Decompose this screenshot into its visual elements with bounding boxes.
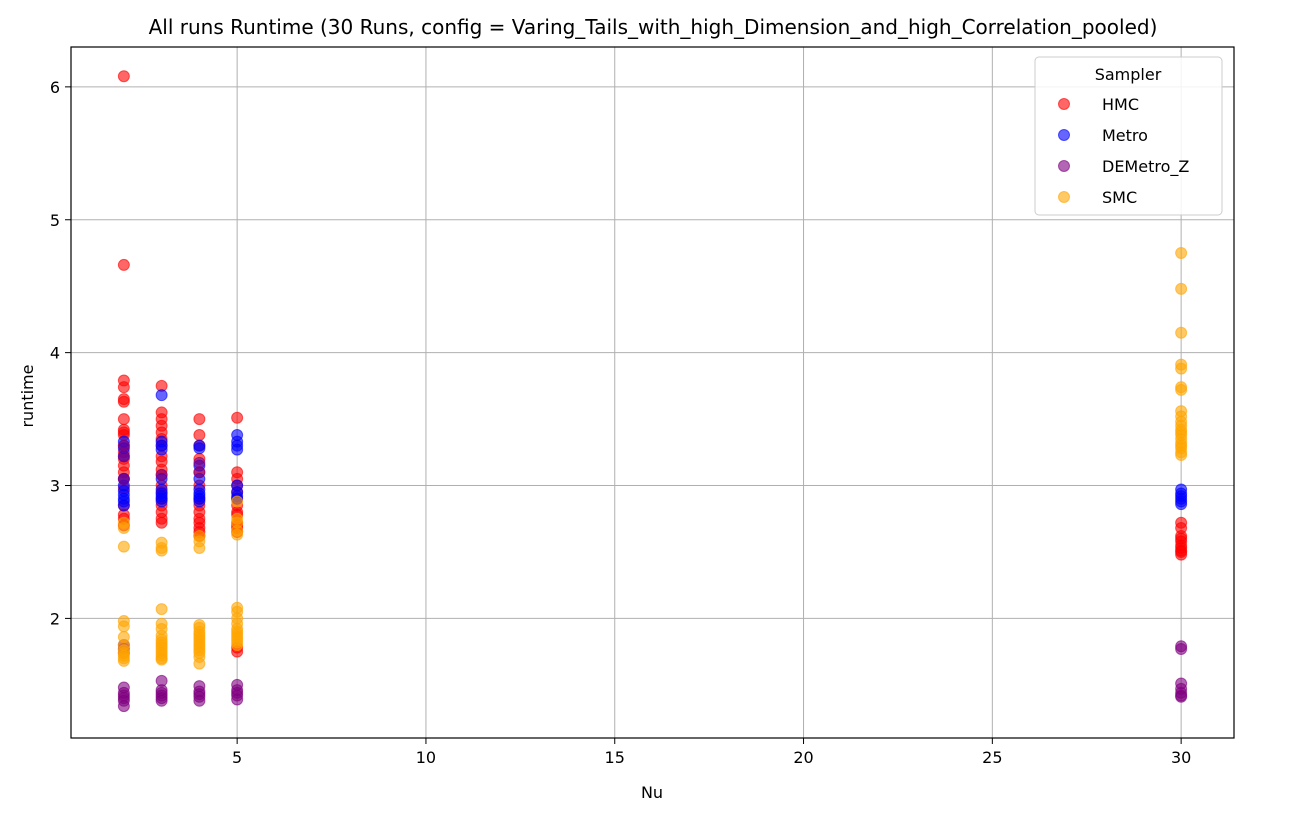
y-tick-label: 4 (50, 344, 60, 363)
x-tick-label: 15 (605, 748, 625, 767)
x-tick-label: 5 (232, 748, 242, 767)
data-point-hmc (117, 70, 130, 83)
data-point-demetro-z (1175, 690, 1188, 703)
data-point-smc (117, 654, 130, 667)
data-point-metro (193, 495, 206, 508)
legend-marker-metro (1058, 129, 1070, 141)
data-point-metro (193, 442, 206, 455)
data-points (117, 70, 1188, 713)
legend-label-demetro-z: DEMetro_Z (1102, 157, 1189, 177)
data-point-demetro-z (117, 700, 130, 713)
data-point-metro (155, 389, 168, 402)
data-point-smc (193, 541, 206, 554)
data-point-smc (1175, 326, 1188, 339)
data-point-demetro-z (1175, 642, 1188, 655)
data-point-hmc (117, 413, 130, 426)
data-point-demetro-z (193, 466, 206, 479)
legend-title: Sampler (1095, 65, 1162, 84)
legend-marker-smc (1058, 191, 1070, 203)
data-point-hmc (155, 516, 168, 529)
data-point-metro (117, 499, 130, 512)
y-tick-label: 6 (50, 78, 60, 97)
data-point-hmc (231, 411, 244, 424)
data-point-smc (117, 522, 130, 535)
y-axis-label: runtime (18, 364, 37, 427)
data-point-metro (231, 443, 244, 456)
data-point-smc (231, 638, 244, 651)
data-point-smc (1175, 246, 1188, 259)
y-axis-ticks: 2 3 4 5 6 (50, 78, 71, 628)
data-point-metro (155, 495, 168, 508)
data-point-hmc (1175, 548, 1188, 561)
data-point-smc (1175, 448, 1188, 461)
data-point-smc (193, 657, 206, 670)
legend-label-metro: Metro (1102, 126, 1148, 145)
data-point-demetro-z (117, 472, 130, 485)
x-tick-label: 20 (793, 748, 813, 767)
data-point-hmc (193, 429, 206, 442)
data-point-hmc (117, 381, 130, 394)
legend-label-hmc: HMC (1102, 95, 1139, 114)
x-tick-label: 25 (982, 748, 1002, 767)
y-tick-label: 2 (50, 609, 60, 628)
legend: Sampler HMC Metro DEMetro_Z SMC (1034, 56, 1223, 216)
data-point-demetro-z (117, 450, 130, 463)
legend-marker-demetro-z (1058, 160, 1070, 172)
data-point-hmc (117, 258, 130, 271)
data-point-smc (1175, 282, 1188, 295)
data-point-hmc (193, 413, 206, 426)
data-point-smc (155, 603, 168, 616)
data-point-smc (231, 528, 244, 541)
data-point-smc (117, 540, 130, 553)
legend-label-smc: SMC (1102, 188, 1137, 207)
data-point-smc (231, 495, 244, 508)
x-tick-label: 30 (1171, 748, 1191, 767)
x-axis-label: Nu (641, 783, 663, 802)
x-axis-ticks: 5 10 15 20 25 30 (232, 738, 1191, 767)
data-point-metro (155, 443, 168, 456)
data-point-demetro-z (117, 439, 130, 452)
x-tick-label: 10 (416, 748, 436, 767)
data-point-smc (155, 653, 168, 666)
data-point-demetro-z (231, 693, 244, 706)
data-point-demetro-z (155, 468, 168, 481)
data-point-hmc (117, 395, 130, 408)
data-point-smc (1175, 362, 1188, 375)
legend-marker-hmc (1058, 98, 1070, 110)
legend-items: HMC Metro DEMetro_Z SMC (1058, 95, 1189, 207)
chart-title: All runs Runtime (30 Runs, config = Vari… (149, 15, 1158, 39)
data-point-smc (1175, 383, 1188, 396)
data-point-smc (155, 544, 168, 557)
data-point-metro (1175, 498, 1188, 511)
data-point-smc (117, 620, 130, 633)
data-point-demetro-z (155, 694, 168, 707)
legend-box (1034, 56, 1223, 216)
y-tick-label: 5 (50, 211, 60, 230)
y-tick-label: 3 (50, 477, 60, 496)
data-point-demetro-z (193, 694, 206, 707)
plot-frame (70, 46, 1235, 739)
